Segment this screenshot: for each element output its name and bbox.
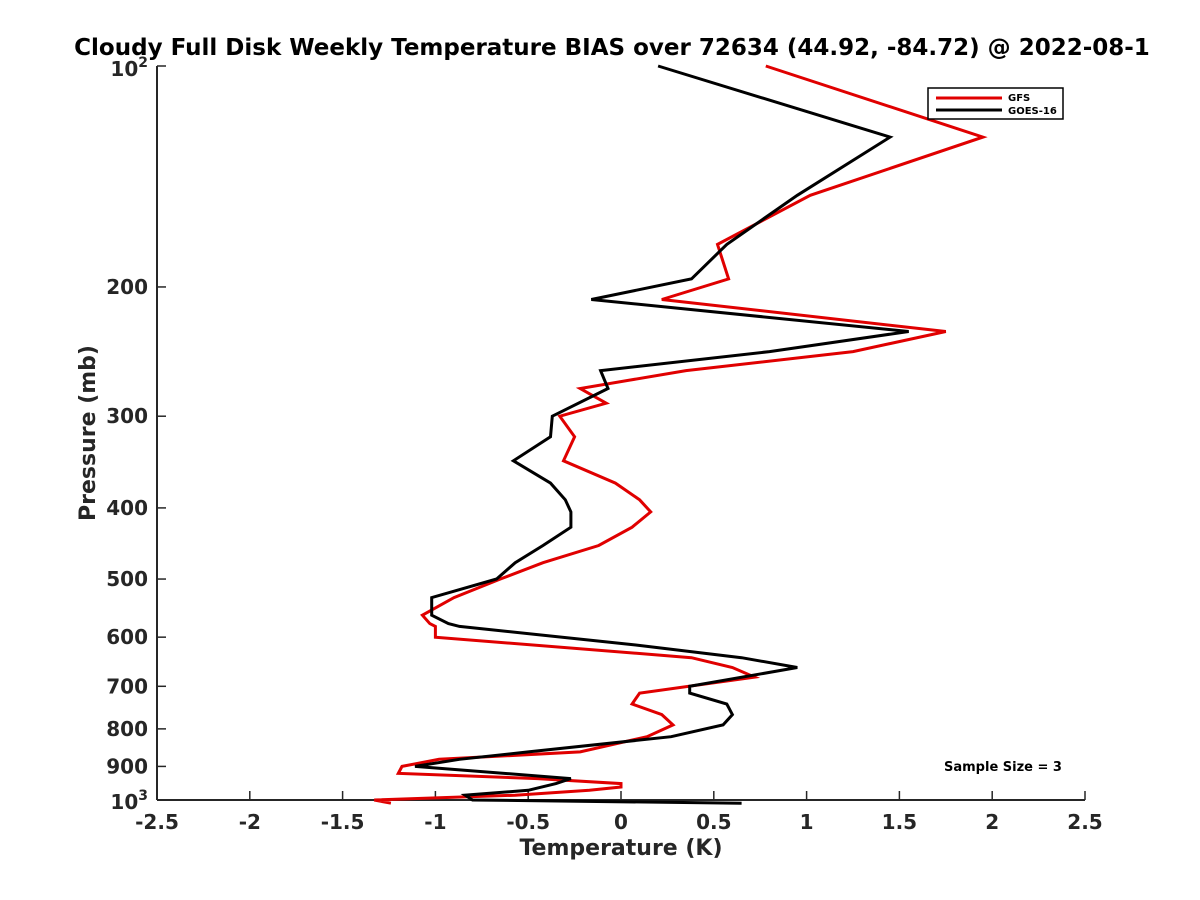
x-tick-label: 0.5 [696,810,731,834]
x-tick-label: 2 [985,810,999,834]
x-tick-label: -2 [239,810,261,834]
axis-ticks: -2.5 -2 -1.5 -1 -0.5 0 0.5 1 1.5 2 2.5102200300400… [106,55,1102,834]
legend-label-goes16: GOES-16 [1008,106,1057,117]
x-tick-label: 1.5 [882,810,917,834]
x-tick-label: 0 [614,810,628,834]
legend: GFS GOES-16 [927,87,1064,120]
series-lines [373,64,988,805]
x-tick-label: -2.5 [135,810,179,834]
y-tick-label: 600 [106,625,148,649]
series-line-goes16 [414,64,909,805]
chart-title: Cloudy Full Disk Weekly Temperature BIAS… [74,35,1150,61]
y-tick-label: 500 [106,567,148,591]
x-tick-label: -1 [424,810,446,834]
y-tick-base: 10 [110,790,138,814]
y-axis-label: Pressure (mb) [76,345,101,521]
x-tick-label: 2.5 [1067,810,1102,834]
y-tick-label: 700 [106,674,148,698]
y-tick-label: 300 [106,404,148,428]
plot-axes [156,66,1085,801]
y-tick-base: 10 [110,57,138,81]
x-tick-label: -0.5 [506,810,550,834]
x-tick-label: -1.5 [321,810,365,834]
y-tick-label: 103 [110,788,148,814]
legend-label-gfs: GFS [1008,93,1030,104]
y-tick-label: 400 [106,496,148,520]
y-tick-label: 102 [110,55,148,81]
sample-size-annotation: Sample Size = 3 [944,760,1062,775]
y-tick-exponent: 3 [138,788,148,804]
legend-box [927,87,1064,120]
y-tick-exponent: 2 [138,55,148,71]
y-tick-label: 200 [106,275,148,299]
x-tick-label: 1 [800,810,814,834]
y-tick-label: 800 [106,717,148,741]
y-tick-label: 900 [106,754,148,778]
series-line-gfs [373,64,988,805]
x-axis-label: Temperature (K) [519,836,722,861]
